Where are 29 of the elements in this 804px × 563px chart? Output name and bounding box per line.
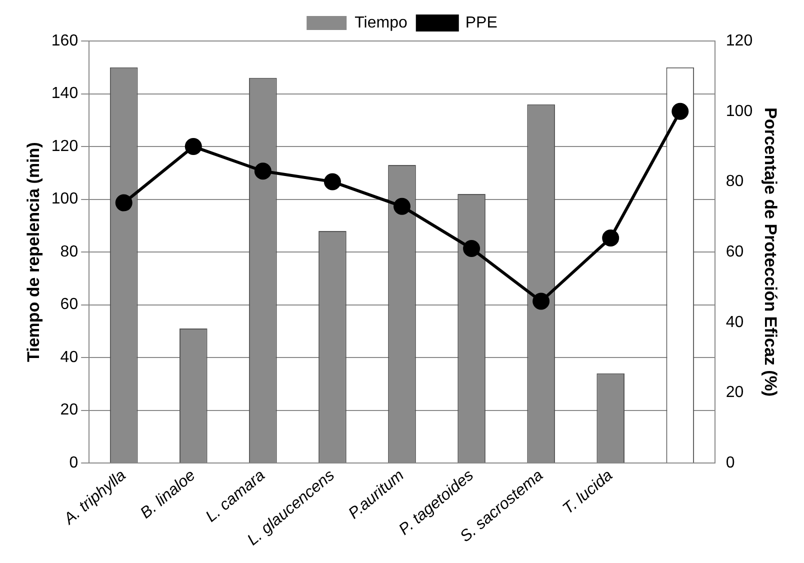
y2-tick-label: 80 [726,173,744,190]
y2-tick-label: 20 [726,384,744,402]
y2-tick-label: 60 [726,243,744,260]
y-tick-label: 40 [60,348,78,366]
y-tick-label: 160 [51,32,78,50]
y2-tick-label: 0 [726,454,735,472]
point [463,240,480,258]
point [394,198,410,215]
legend-label: PPE [465,14,498,32]
y-tick-label: 0 [69,454,78,472]
y2-tick-label: 100 [726,102,753,120]
y2-tick-label: 40 [726,314,744,331]
legend-label: Tiempo [354,14,408,32]
y2-tick-label: 120 [726,32,753,50]
point [324,173,341,190]
y-tick-label: 20 [60,402,78,419]
y-tick-label: 80 [60,243,78,260]
point [184,138,202,156]
y-axis-title: Tiempo de repelencia (min) [24,142,43,362]
point [602,229,620,246]
y-tick-label: 140 [51,85,78,102]
y-tick-label: 100 [51,190,78,208]
point [115,194,132,212]
y-tick-label: 120 [51,138,78,155]
point [254,162,272,180]
point [532,292,550,310]
y2-axis-title: Porcentaje de Protección Eficaz (%) [761,108,780,397]
y-tick-label: 60 [60,296,78,314]
point [672,102,689,120]
